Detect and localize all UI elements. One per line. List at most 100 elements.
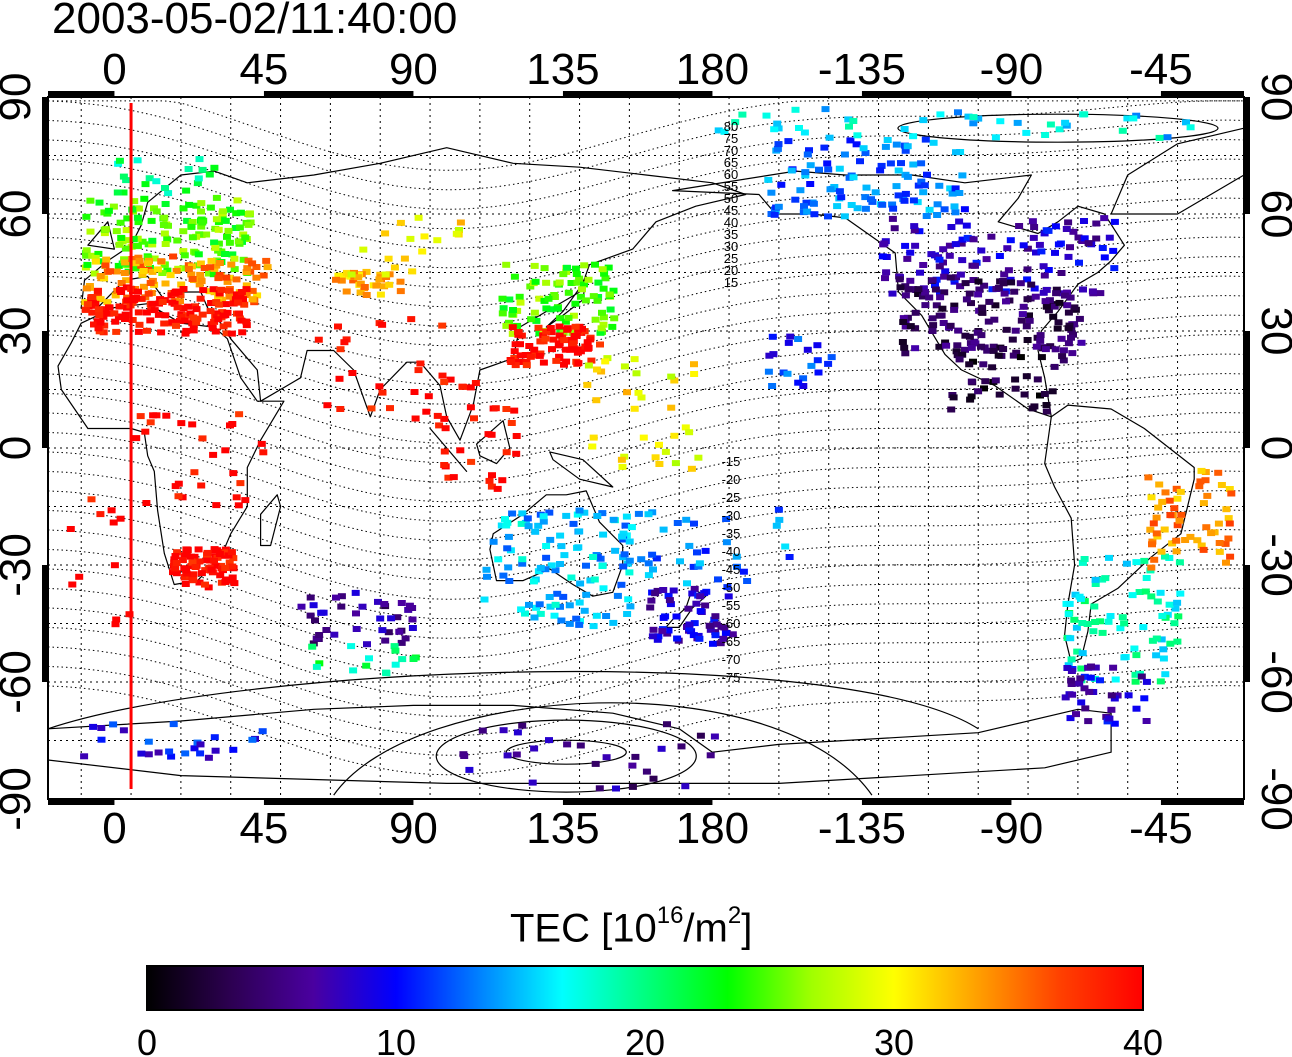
tec-pixel <box>886 160 895 167</box>
tec-pixel <box>337 603 346 610</box>
tec-pixel <box>91 258 100 265</box>
tec-pixel <box>824 360 833 367</box>
tec-pixel <box>560 552 569 559</box>
tec-pixel <box>115 157 124 164</box>
tec-pixel <box>867 196 875 203</box>
tec-pixel <box>988 364 997 371</box>
tec-pixel <box>548 346 556 353</box>
tec-pixel <box>542 305 551 312</box>
tec-pixel <box>774 506 783 513</box>
tec-pixel <box>347 643 356 650</box>
tec-pixel <box>1084 718 1093 725</box>
tec-pixel <box>786 333 795 340</box>
left-latitude-tick-label: 0 <box>0 436 40 460</box>
magnetic-latitude-contours <box>47 100 1245 776</box>
tec-pixel <box>709 640 717 647</box>
tec-pixel <box>1011 376 1020 383</box>
tec-pixel <box>1066 294 1075 301</box>
top-longitude-tick-label: 45 <box>239 45 288 94</box>
tec-pixel <box>101 310 110 317</box>
tec-pixel <box>535 601 544 608</box>
tec-pixel <box>826 186 835 193</box>
tec-pixel <box>1156 678 1165 685</box>
tec-pixel <box>227 330 236 337</box>
tec-pixel <box>244 211 253 217</box>
frame-tick-bar <box>42 97 48 214</box>
tec-pixel <box>1045 297 1054 304</box>
tec-pixel <box>502 322 511 329</box>
tec-pixel <box>1118 127 1127 134</box>
left-latitude-tick-label: -90 <box>0 767 40 831</box>
tec-pixel <box>1128 592 1137 599</box>
tec-pixel <box>1109 247 1118 254</box>
tec-pixel <box>200 265 209 271</box>
tec-pixel <box>181 574 190 580</box>
tec-pixel <box>219 312 228 319</box>
tec-pixel <box>335 375 344 382</box>
tec-pixel <box>1196 478 1205 485</box>
tec-pixel <box>144 738 153 745</box>
tec-pixel <box>840 213 849 220</box>
tec-pixel <box>1222 559 1230 566</box>
tec-pixel <box>362 268 371 275</box>
tec-pixel <box>405 602 414 609</box>
tec-pixel <box>526 283 535 290</box>
tec-pixel <box>141 428 150 435</box>
tec-pixel <box>573 279 582 286</box>
tec-pixel <box>903 255 912 262</box>
tec-pixel <box>1076 675 1085 682</box>
tec-pixel <box>685 621 694 628</box>
tec-pixel <box>179 305 188 312</box>
tec-pixel <box>644 572 653 579</box>
tec-pixel <box>1170 505 1179 512</box>
tec-pixel <box>545 594 554 600</box>
tec-pixel <box>895 276 904 283</box>
tec-pixel <box>420 233 429 240</box>
tec-pixel <box>125 611 134 618</box>
tec-pixel <box>110 310 119 317</box>
tec-pixel <box>1109 664 1118 671</box>
tec-pixel <box>306 612 315 619</box>
tec-pixel <box>1130 645 1139 652</box>
tec-pixel <box>212 194 221 201</box>
tec-pixel <box>171 565 180 572</box>
tec-cluster <box>297 589 417 648</box>
frame-tick-bar <box>48 799 115 805</box>
tec-pixel <box>1081 705 1090 712</box>
tec-pixel <box>86 197 95 204</box>
tec-pixel <box>522 352 531 359</box>
tec-pixel <box>1142 575 1151 581</box>
tec-pixel <box>94 325 103 332</box>
tec-pixel <box>212 502 221 509</box>
tec-pixel <box>194 175 203 182</box>
tec-pixel <box>957 240 966 247</box>
tec-pixel <box>914 182 923 189</box>
coast-british-isles <box>87 221 115 250</box>
tec-pixel <box>205 270 213 277</box>
tec-pixel <box>1171 605 1180 612</box>
tec-pixel <box>95 312 104 318</box>
tec-pixel <box>769 351 778 358</box>
tec-pixel <box>586 577 595 584</box>
tec-pixel <box>1157 636 1166 643</box>
tec-pixel <box>1029 234 1038 241</box>
tec-pixel <box>88 294 97 300</box>
tec-pixel <box>75 573 84 580</box>
tec-pixel <box>1193 537 1202 544</box>
tec-pixel <box>139 268 148 274</box>
tec-pixel <box>97 725 106 731</box>
tec-pixel <box>690 520 698 527</box>
tec-pixel <box>852 141 861 148</box>
tec-pixel <box>806 181 815 187</box>
tec-pixel <box>144 267 153 273</box>
tec-pixel <box>226 422 234 429</box>
tec-pixel <box>1165 555 1174 561</box>
tec-pixel <box>111 621 120 628</box>
tec-pixel <box>939 246 948 253</box>
tec-pixel <box>135 321 144 328</box>
tec-pixel <box>192 319 201 326</box>
tec-pixel <box>927 251 936 258</box>
tec-pixel <box>438 322 447 329</box>
tec-cluster <box>169 546 239 591</box>
tec-pixel <box>1020 391 1029 398</box>
